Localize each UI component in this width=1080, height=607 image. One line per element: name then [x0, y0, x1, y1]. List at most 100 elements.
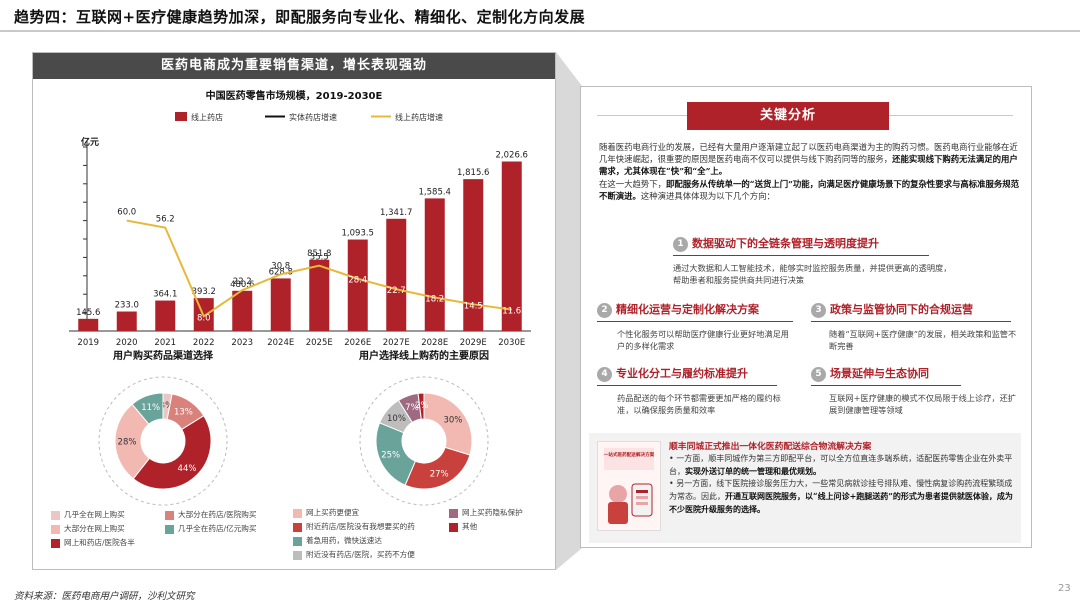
x-tick-2021: 2021 [154, 338, 176, 346]
pie2-label-4: 7% [405, 403, 419, 413]
x-tick-2029E: 2029E [460, 338, 487, 346]
pie2-label-5: 2% [415, 401, 429, 411]
x-tick-2023: 2023 [231, 338, 253, 346]
legend-swatch [293, 550, 302, 560]
title-divider [0, 30, 1080, 32]
online-growth-line [126, 219, 512, 318]
pie2-legend-item: 网上买药隐私保护 [449, 507, 523, 518]
pie1-slice-2 [132, 415, 212, 490]
pie1-legend-item: 网上和药店/医院各半 [51, 537, 135, 548]
bar-2028E [424, 198, 445, 331]
bar-2027E [386, 218, 407, 331]
legend-label: 几乎全在网上购买 [64, 510, 125, 519]
bar-2023 [232, 290, 253, 331]
trend-item-3: 3 政策与监管协同下的合规运营 随着“互联网+医疗健康”的发展，相关政策和监管不断… [811, 301, 1021, 352]
bar-label-2028E: 1,585.4 [419, 187, 451, 197]
pie2-label-3: 10% [387, 414, 406, 424]
pie2-slice-0 [423, 392, 473, 456]
legend-swatch [293, 508, 302, 518]
number-badge-1: 1 [673, 236, 688, 252]
online-reason-pie: 用户选择线上购药的主要原因 30% 27% 25% 10%7%2% [358, 349, 489, 506]
left-panel-header: 医药电商成为重要销售渠道，增长表现强劲 [33, 53, 555, 79]
promo-image-caption: 一站式医药配送解决方案 [604, 451, 655, 458]
pie2-label-0: 30% [443, 416, 462, 426]
pie2-outer-ring [359, 376, 489, 506]
legend-swatch [51, 538, 60, 548]
trend-item-4: 4 专业化分工与履约标准提升 药品配送的每个环节都需要更加严格的履约标准，以确保服… [597, 365, 797, 416]
sf-case-box: 一站式医药配送解决方案 顺丰同城正式推出一体化医药配送综合物流解决方案 • 一方… [589, 433, 1021, 543]
pie1-title: 用户购买药品渠道选择 [112, 349, 214, 362]
pie2-legend-item: 网上买药更便宜 [293, 507, 359, 518]
x-tick-2024E: 2024E [267, 338, 294, 346]
legend-swatch [293, 522, 302, 532]
growth-label-2021: 56.2 [156, 215, 175, 225]
pie1-legend-item: 几乎全在药店/亿元购买 [165, 523, 257, 534]
key-analysis-intro: 随着医药电商行业的发展，已经有大量用户逐渐建立起了以医药电商渠道为主的购药习惯。… [599, 142, 1020, 201]
panel-connector [556, 52, 582, 570]
x-tick-2025E: 2025E [306, 338, 333, 346]
pie2-legend-item: 其他 [449, 521, 477, 532]
x-tick-2027E: 2027E [383, 338, 410, 346]
pie1-label-1: 13% [174, 407, 193, 417]
growth-label-2026E: 28.4 [348, 276, 367, 286]
key-analysis-panel: 关键分析 随着医药电商行业的发展，已经有大量用户逐渐建立起了以医药电商渠道为主的… [580, 86, 1032, 548]
bar-label-2022: 393.2 [192, 287, 216, 297]
x-tick-2019: 2019 [77, 338, 99, 346]
bar-2020 [116, 311, 137, 331]
legend-swatch-online [175, 112, 187, 121]
sf-promo-illustration: 一站式医药配送解决方案 [598, 442, 660, 530]
bar-label-2026E: 1,093.5 [342, 229, 374, 239]
legend-label: 附近没有药店/医院，买药不方便 [306, 550, 415, 559]
growth-label-2027E: 22.7 [387, 286, 406, 296]
pie2-slice-5 [417, 392, 425, 420]
growth-label-2025E: 35.5 [310, 253, 329, 263]
page-title: 趋势四：互联网+医疗健康趋势加深，即配服务向专业化、精细化、定制化方向发展 [14, 8, 586, 26]
x-tick-2020: 2020 [116, 338, 138, 346]
bar-2030E [501, 161, 522, 331]
trend-item-2: 2 精细化运营与定制化解决方案 个性化服务可以帮助医疗健康行业更好地满足用户的多样… [597, 301, 797, 352]
bar-label-2021: 364.1 [153, 290, 177, 300]
growth-label-2028E: 18.2 [425, 295, 444, 305]
legend-swatch [51, 524, 60, 534]
bar-label-2019: 145.6 [76, 308, 100, 318]
channel-choice-pie: 用户购买药品渠道选择 3%13% 44% 28% 11% [98, 349, 228, 506]
legend-label: 几乎全在药店/亿元购买 [178, 524, 257, 533]
legend-label: 附近药店/医院没有我想要买的药 [306, 522, 415, 531]
pie1-label-2: 44% [178, 464, 197, 474]
legend-label: 网上和药店/医院各半 [64, 538, 135, 547]
pie2-legend-item: 着急用药，微快送速达 [293, 535, 382, 546]
legend-label: 其他 [462, 522, 478, 531]
bar-2024E [270, 278, 291, 331]
bar-label-2020: 233.0 [115, 301, 139, 311]
sf-promo-image: 一站式医药配送解决方案 [597, 441, 661, 531]
legend-swatch [449, 508, 458, 518]
number-badge-3: 3 [811, 302, 826, 318]
bar-label-2023: 480.6 [230, 280, 254, 290]
legend-label-online-growth: 线上药店增速 [395, 112, 443, 122]
x-tick-2026E: 2026E [344, 338, 371, 346]
number-badge-5: 5 [811, 366, 826, 382]
legend-label: 网上买药隐私保护 [462, 508, 523, 517]
sf-case-text: • 一方面，顺丰同城作为第三方即配平台，可以全方位直连多端系统，适配医药零售企业… [669, 454, 1013, 514]
bar-2026E [347, 239, 368, 331]
bar-2021 [155, 300, 176, 331]
pie2-legend-item: 附近药店/医院没有我想要买的药 [293, 521, 415, 532]
number-badge-2: 2 [597, 302, 612, 318]
bar-chart-title: 中国医药零售市场规模，2019-2030E [206, 89, 383, 102]
left-panel: 医药电商成为重要销售渠道，增长表现强劲 中国医药零售市场规模，2019-2030… [32, 52, 556, 570]
legend-swatch [165, 510, 174, 520]
legend-label-online: 线上药店 [191, 112, 223, 122]
growth-label-2029E: 14.5 [464, 301, 483, 311]
number-badge-4: 4 [597, 366, 612, 382]
pie2-label-2: 25% [381, 451, 400, 461]
x-tick-2022: 2022 [193, 338, 215, 346]
x-tick-2030E: 2030E [498, 338, 525, 346]
bar-label-2027E: 1,341.7 [380, 208, 412, 218]
trend-item-1: 1 数据驱动下的全链条管理与透明度提升 通过大数据和人工智能技术，能够实时监控服务… [673, 236, 952, 285]
growth-label-2022: 8.0 [197, 313, 211, 323]
legend-label: 大部分在网上购买 [64, 524, 125, 533]
bar-label-2024E: 628.8 [269, 267, 293, 277]
growth-label-2024E: 30.8 [271, 261, 290, 271]
legend-swatch [293, 536, 302, 546]
